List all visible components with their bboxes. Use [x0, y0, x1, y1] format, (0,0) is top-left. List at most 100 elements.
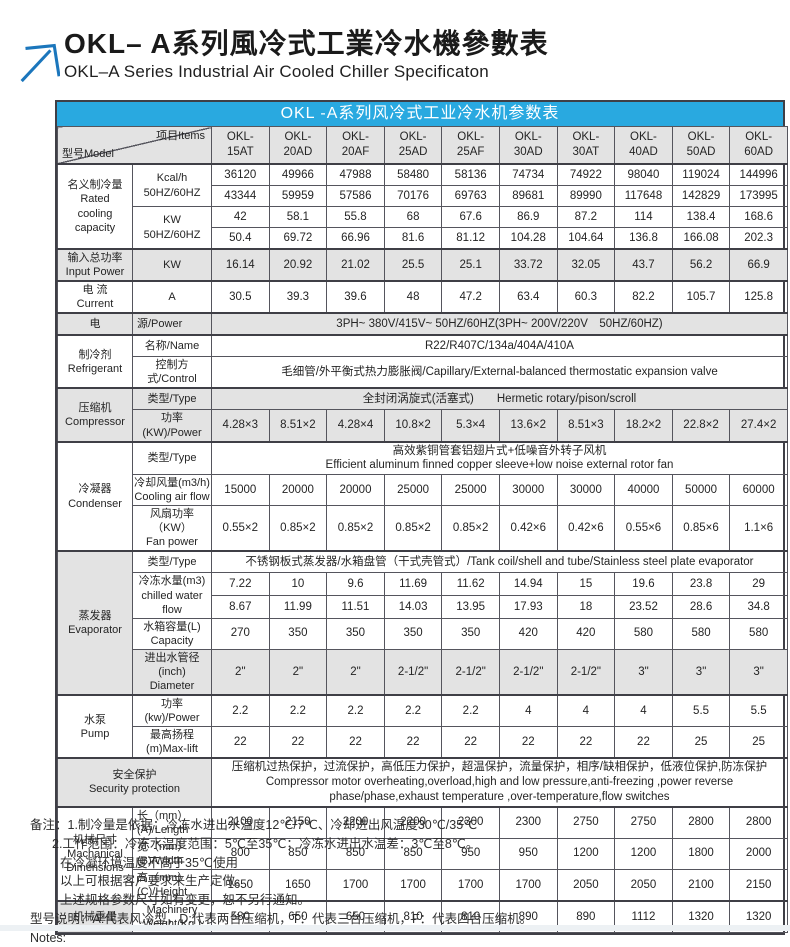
value-cell: 105.7: [672, 281, 730, 313]
column-header-model: OKL- 40AD: [615, 127, 673, 165]
value-cell: 15: [557, 573, 615, 596]
value-cell: 43.7: [615, 249, 673, 281]
value-cell: 74922: [557, 164, 615, 186]
value-cell: 420: [557, 618, 615, 649]
value-cell: 0.55×2: [212, 506, 270, 552]
value-cell: 29: [730, 573, 788, 596]
bottom-strip: [0, 925, 790, 931]
column-header-model: OKL- 30AT: [557, 127, 615, 165]
value-cell: 2": [327, 649, 385, 695]
value-cell: 104.28: [499, 228, 557, 250]
value-cell: 5.5: [730, 695, 788, 727]
value-cell: 2-1/2": [557, 649, 615, 695]
item-label-cell: Kcal/h 50HZ/60HZ: [133, 164, 212, 207]
value-cell: 580: [672, 618, 730, 649]
value-cell: 0.85×6: [672, 506, 730, 552]
value-cell: 32.05: [557, 249, 615, 281]
value-cell: 22: [269, 727, 327, 759]
value-cell: 119024: [672, 164, 730, 186]
value-cell: 23.8: [672, 573, 730, 596]
value-cell: 2.2: [212, 695, 270, 727]
value-cell: 49966: [269, 164, 327, 186]
value-cell: 4.28×3: [212, 410, 270, 442]
value-cell: 21.02: [327, 249, 385, 281]
value-cell: 高效紫铜管套铝翅片式+低噪音外转子风机 Efficient aluminum f…: [212, 442, 788, 475]
value-cell: 22: [615, 727, 673, 759]
item-label-cell: 水箱容量(L) Capacity: [133, 618, 212, 649]
value-cell: 420: [499, 618, 557, 649]
value-cell: 58.1: [269, 207, 327, 228]
value-cell: 11.99: [269, 596, 327, 619]
value-cell: 43344: [212, 186, 270, 207]
item-label-cell: 功率(KW)/Power: [133, 410, 212, 442]
value-cell: 60000: [730, 475, 788, 506]
section-label-cell: 制冷剂 Refrigerant: [58, 335, 133, 388]
item-label-cell: 冷冻水量(m3) chilled water flow: [133, 573, 212, 618]
value-cell: 10: [269, 573, 327, 596]
value-cell: 0.42×6: [557, 506, 615, 552]
section-label-cell: 电 流 Current: [58, 281, 133, 313]
item-label-cell: 名称/Name: [133, 335, 212, 357]
value-cell: 3": [615, 649, 673, 695]
value-cell: 3": [672, 649, 730, 695]
section-label-cell: 水泵 Pump: [58, 695, 133, 758]
section-label-cell: 输入总功率 Input Power: [58, 249, 133, 281]
value-cell: 22: [327, 727, 385, 759]
value-cell: 25.5: [384, 249, 442, 281]
item-label-cell: 类型/Type: [133, 551, 212, 573]
column-header-model: OKL- 20AF: [327, 127, 385, 165]
value-cell: 28.6: [672, 596, 730, 619]
value-cell: 98040: [615, 164, 673, 186]
value-cell: 70176: [384, 186, 442, 207]
value-cell: 47.2: [442, 281, 500, 313]
value-cell: 56.2: [672, 249, 730, 281]
value-cell: 2": [212, 649, 270, 695]
item-label-cell: 类型/Type: [133, 442, 212, 475]
note-line: Notes:: [30, 929, 770, 947]
section-label-cell: 电: [58, 313, 133, 335]
value-cell: 104.64: [557, 228, 615, 250]
value-cell: 166.08: [672, 228, 730, 250]
item-label-cell: KW 50HZ/60HZ: [133, 207, 212, 250]
value-cell: 22: [442, 727, 500, 759]
value-cell: 138.4: [672, 207, 730, 228]
value-cell: 15000: [212, 475, 270, 506]
section-label-cell: 压缩机 Compressor: [58, 388, 133, 441]
value-cell: 20.92: [269, 249, 327, 281]
value-cell: 17.93: [499, 596, 557, 619]
value-cell: 10.8×2: [384, 410, 442, 442]
value-cell: 86.9: [499, 207, 557, 228]
value-cell: 18.2×2: [615, 410, 673, 442]
note-line: 上述规格参数尺寸如有变更，恕不另行通知。: [30, 891, 770, 910]
corner-items-label: 项目Items: [156, 129, 205, 143]
value-cell: 144996: [730, 164, 788, 186]
value-cell: 47988: [327, 164, 385, 186]
value-cell: 60.3: [557, 281, 615, 313]
item-label-cell: 最高扬程(m)Max-lift: [133, 727, 212, 759]
value-cell: 20000: [269, 475, 327, 506]
value-cell: 173995: [730, 186, 788, 207]
value-cell: 89681: [499, 186, 557, 207]
value-cell: 580: [615, 618, 673, 649]
column-header-model: OKL- 60AD: [730, 127, 788, 165]
note-line: 备注：1.制冷量是依据：冷冻水进出水温度12℃/7℃、冷却进出风温度30℃/35…: [30, 816, 770, 835]
value-cell: 4: [557, 695, 615, 727]
value-cell: 350: [442, 618, 500, 649]
corner-model-label: 型号Model: [62, 147, 114, 161]
value-cell: 117648: [615, 186, 673, 207]
value-cell: 20000: [327, 475, 385, 506]
value-cell: 40000: [615, 475, 673, 506]
value-cell: 1.1×6: [730, 506, 788, 552]
page-header: OKL– A系列風冷式工業冷水機參數表 OKL–A Series Industr…: [14, 28, 549, 84]
